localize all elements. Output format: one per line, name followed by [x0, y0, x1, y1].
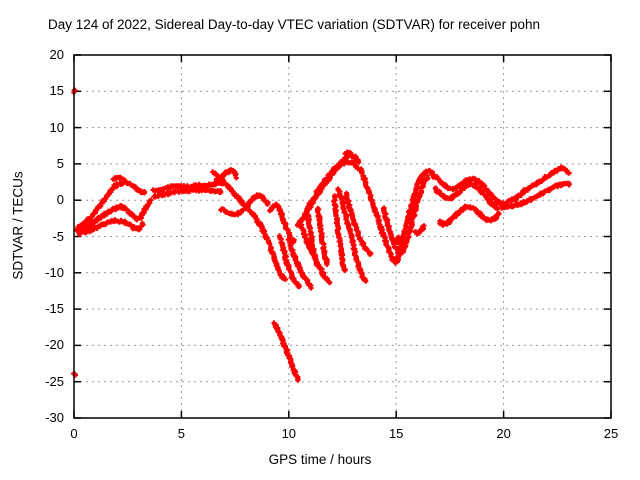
y-tick-label: 0 — [56, 192, 64, 208]
x-tick-label: 15 — [388, 426, 404, 441]
x-axis-label: GPS time / hours — [268, 452, 372, 467]
gridlines — [74, 55, 611, 418]
y-tick-label: -25 — [45, 373, 64, 389]
data-markers — [71, 87, 572, 383]
x-tick-label: 5 — [177, 426, 185, 441]
plot-frame — [73, 54, 612, 419]
x-tick-label: 10 — [281, 426, 297, 441]
y-tick-label: -15 — [45, 301, 64, 317]
x-tick-label: 20 — [496, 426, 511, 441]
y-tick-label: -10 — [45, 264, 64, 280]
page-title: Day 124 of 2022, Sidereal Day-to-day VTE… — [48, 17, 540, 32]
scatter-points — [71, 87, 572, 383]
y-tick-label: 20 — [49, 47, 64, 62]
x-tick-label: 0 — [70, 426, 78, 441]
y-tick-label: -30 — [45, 410, 64, 425]
y-tick-label: 15 — [49, 83, 64, 99]
y-tick-label: -20 — [45, 337, 64, 353]
y-tick-label: 10 — [49, 119, 64, 135]
y-tick-label: 5 — [56, 155, 64, 171]
y-tick-label: -5 — [52, 228, 64, 244]
x-tick-label: 25 — [603, 426, 619, 441]
